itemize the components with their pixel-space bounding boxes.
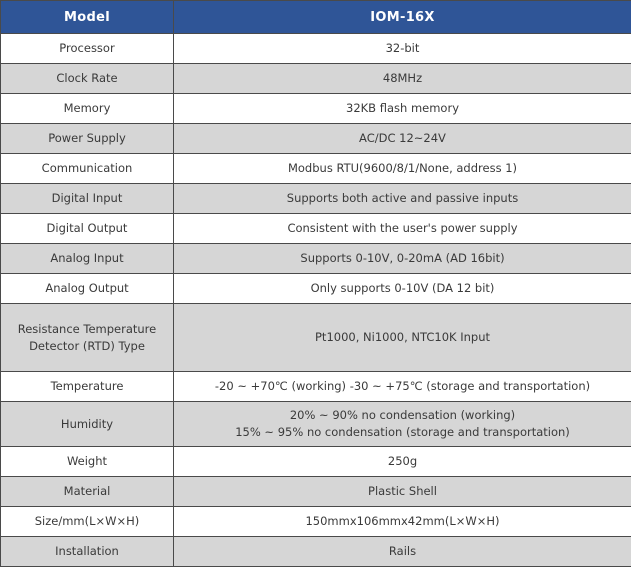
table-row: Analog Output Only supports 0-10V (DA 12 …: [1, 274, 631, 304]
spec-label-text: Weight: [7, 453, 167, 470]
spec-value-cell: -20 ~ +70℃ (working) -30 ~ +75℃ (storage…: [174, 372, 631, 402]
spec-label-text: Power Supply: [7, 130, 167, 147]
table-header-row: Model IOM-16X: [1, 1, 631, 34]
spec-value-cell: 48MHz: [174, 64, 631, 94]
spec-value-text: Supports both active and passive inputs: [180, 190, 625, 207]
table-row: Weight 250g: [1, 447, 631, 477]
spec-value-text: Only supports 0-10V (DA 12 bit): [180, 280, 625, 297]
spec-value-text: 48MHz: [180, 70, 625, 87]
spec-value-cell: Consistent with the user's power supply: [174, 214, 631, 244]
spec-label-text: Memory: [7, 100, 167, 117]
spec-label-cell: Clock Rate: [1, 64, 174, 94]
spec-value-cell: 32KB flash memory: [174, 94, 631, 124]
spec-value-cell: 32-bit: [174, 34, 631, 64]
table-row: Digital Input Supports both active and pa…: [1, 184, 631, 214]
spec-label-text: Temperature: [7, 378, 167, 395]
spec-value-cell: 250g: [174, 447, 631, 477]
spec-label-text: Material: [7, 483, 167, 500]
spec-value-cell: Modbus RTU(9600/8/1/None, address 1): [174, 154, 631, 184]
column-header-model: Model: [1, 1, 174, 34]
table-row: Clock Rate 48MHz: [1, 64, 631, 94]
spec-label-text: Digital Input: [7, 190, 167, 207]
table-row: Material Plastic Shell: [1, 477, 631, 507]
spec-label-text: Clock Rate: [7, 70, 167, 87]
spec-value-cell: Plastic Shell: [174, 477, 631, 507]
spec-label-cell: Material: [1, 477, 174, 507]
spec-value-text: 15% ~ 95% no condensation (storage and t…: [180, 424, 625, 441]
spec-value-cell: Supports both active and passive inputs: [174, 184, 631, 214]
spec-value-text: AC/DC 12~24V: [180, 130, 625, 147]
spec-value-cell: AC/DC 12~24V: [174, 124, 631, 154]
spec-label-cell: Digital Input: [1, 184, 174, 214]
table-row: Communication Modbus RTU(9600/8/1/None, a…: [1, 154, 631, 184]
spec-label-cell: Analog Output: [1, 274, 174, 304]
spec-value-text: -20 ~ +70℃ (working) -30 ~ +75℃ (storage…: [180, 378, 625, 395]
table-row: Digital Output Consistent with the user's…: [1, 214, 631, 244]
spec-label-text: Processor: [7, 40, 167, 57]
table-header: Model IOM-16X: [1, 1, 631, 34]
spec-label-cell: Memory: [1, 94, 174, 124]
spec-label-cell: Communication: [1, 154, 174, 184]
spec-value-cell: Supports 0-10V, 0-20mA (AD 16bit): [174, 244, 631, 274]
spec-label-text: Communication: [7, 160, 167, 177]
table-row: Power Supply AC/DC 12~24V: [1, 124, 631, 154]
spec-value-text: Consistent with the user's power supply: [180, 220, 625, 237]
spec-label-text: Analog Output: [7, 280, 167, 297]
spec-value-text: Modbus RTU(9600/8/1/None, address 1): [180, 160, 625, 177]
spec-label-cell: Temperature: [1, 372, 174, 402]
spec-label-cell: Humidity: [1, 402, 174, 447]
spec-label-text: Detector (RTD) Type: [7, 338, 167, 355]
spec-value-cell: 20% ~ 90% no condensation (working)15% ~…: [174, 402, 631, 447]
table-row: Analog Input Supports 0-10V, 0-20mA (AD 1…: [1, 244, 631, 274]
spec-label-cell: Processor: [1, 34, 174, 64]
spec-value-text: Plastic Shell: [180, 483, 625, 500]
spec-value-text: 20% ~ 90% no condensation (working): [180, 407, 625, 424]
spec-value-text: 250g: [180, 453, 625, 470]
spec-label-text: Digital Output: [7, 220, 167, 237]
table-row: Temperature -20 ~ +70℃ (working) -30 ~ +7…: [1, 372, 631, 402]
spec-label-text: Size/mm(L×W×H): [7, 513, 167, 530]
spec-label-cell: Size/mm(L×W×H): [1, 507, 174, 537]
spec-label-text: Installation: [7, 543, 167, 560]
spec-value-cell: Only supports 0-10V (DA 12 bit): [174, 274, 631, 304]
spec-label-cell: Power Supply: [1, 124, 174, 154]
table-row: Processor 32-bit: [1, 34, 631, 64]
table-row: Humidity 20% ~ 90% no condensation (worki…: [1, 402, 631, 447]
spec-value-cell: 150mmx106mmx42mm(L×W×H): [174, 507, 631, 537]
spec-label-text: Resistance Temperature: [7, 321, 167, 338]
spec-value-text: 32-bit: [180, 40, 625, 57]
spec-value-text: Rails: [180, 543, 625, 560]
spec-label-cell: Analog Input: [1, 244, 174, 274]
table-row: Memory 32KB flash memory: [1, 94, 631, 124]
spec-label-cell: Installation: [1, 537, 174, 567]
spec-value-text: 32KB flash memory: [180, 100, 625, 117]
table-row: Installation Rails: [1, 537, 631, 567]
spec-value-text: Pt1000, Ni1000, NTC10K Input: [180, 329, 625, 346]
spec-value-cell: Pt1000, Ni1000, NTC10K Input: [174, 304, 631, 372]
spec-value-cell: Rails: [174, 537, 631, 567]
table-body: Processor 32-bit Clock Rate 48MHz Memory 32KB…: [1, 34, 631, 567]
spec-label-text: Humidity: [7, 416, 167, 433]
spec-label-cell: Digital Output: [1, 214, 174, 244]
spec-value-text: 150mmx106mmx42mm(L×W×H): [180, 513, 625, 530]
spec-label-text: Analog Input: [7, 250, 167, 267]
column-header-product-model: IOM-16X: [174, 1, 631, 34]
table-row: Size/mm(L×W×H) 150mmx106mmx42mm(L×W×H): [1, 507, 631, 537]
spec-value-text: Supports 0-10V, 0-20mA (AD 16bit): [180, 250, 625, 267]
spec-label-cell: Weight: [1, 447, 174, 477]
